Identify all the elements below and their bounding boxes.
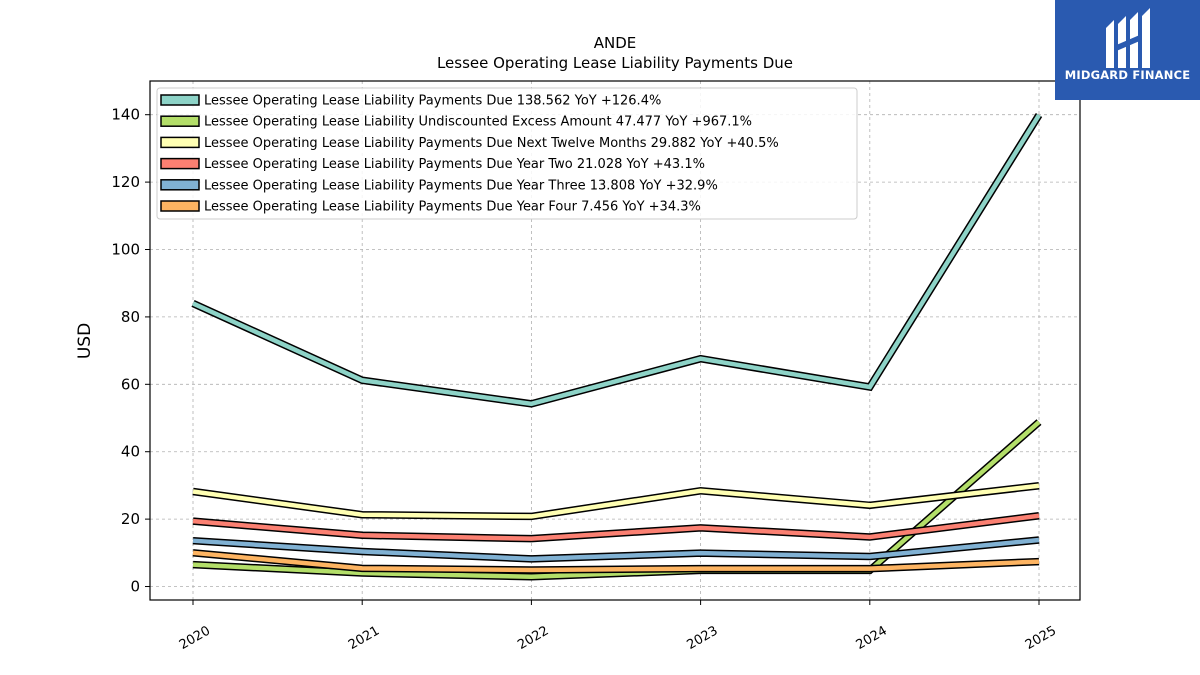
plot-frame	[149, 80, 1081, 601]
chart-subtitle: Lessee Operating Lease Liability Payment…	[437, 54, 793, 72]
legend-swatch	[160, 200, 200, 212]
series-1	[191, 113, 1043, 408]
legend-swatch	[160, 115, 200, 127]
brand-logo: MIDGARD FINANCE	[1055, 0, 1200, 100]
y-axis-label: USD	[75, 323, 95, 359]
series-line	[192, 113, 1041, 407]
legend-box	[156, 87, 858, 220]
series-lines	[191, 113, 1043, 581]
series-line	[192, 483, 1040, 519]
series-line	[192, 550, 1040, 573]
series-3	[192, 482, 1040, 521]
x-tick-label: 2020	[177, 623, 213, 653]
legend-swatch	[160, 157, 200, 170]
legend-entry: Lessee Operating Lease Liability Payment…	[204, 94, 661, 109]
series-2	[192, 419, 1042, 581]
legend-swatch	[160, 136, 200, 149]
series-4	[192, 512, 1040, 543]
brand-name: MIDGARD FINANCE	[1064, 68, 1191, 82]
y-tick-label: 40	[121, 443, 140, 461]
y-tick-label: 0	[130, 578, 140, 596]
series-5	[192, 536, 1040, 563]
legend-swatch	[160, 179, 200, 191]
midgard-logo-icon	[1106, 8, 1150, 68]
y-tick-label: 20	[121, 510, 140, 528]
series-6	[192, 549, 1040, 574]
legend-entry: Lessee Operating Lease Liability Payment…	[204, 136, 779, 151]
chart-title: ANDE	[594, 34, 637, 52]
series-line	[192, 537, 1040, 562]
y-tick-label: 80	[121, 308, 140, 326]
x-tick-label: 2021	[346, 623, 382, 653]
legend-entry: Lessee Operating Lease Liability Undisco…	[204, 115, 752, 130]
series-line	[192, 513, 1040, 541]
x-tick-label: 2025	[1023, 623, 1059, 653]
x-tick-label: 2023	[684, 623, 720, 653]
legend-entry: Lessee Operating Lease Liability Payment…	[204, 178, 718, 193]
y-tick-label: 120	[111, 173, 140, 191]
y-tick-label: 60	[121, 375, 140, 393]
legend: Lessee Operating Lease Liability Payment…	[156, 87, 858, 220]
legend-swatch	[160, 94, 200, 106]
y-tick-label: 140	[111, 106, 140, 124]
x-tick-label: 2024	[854, 623, 890, 653]
series-line	[192, 420, 1041, 579]
legend-entry: Lessee Operating Lease Liability Payment…	[204, 200, 701, 215]
x-tick-label: 2022	[515, 623, 551, 653]
y-tick-label: 100	[111, 241, 140, 259]
legend-entry: Lessee Operating Lease Liability Payment…	[204, 157, 705, 172]
